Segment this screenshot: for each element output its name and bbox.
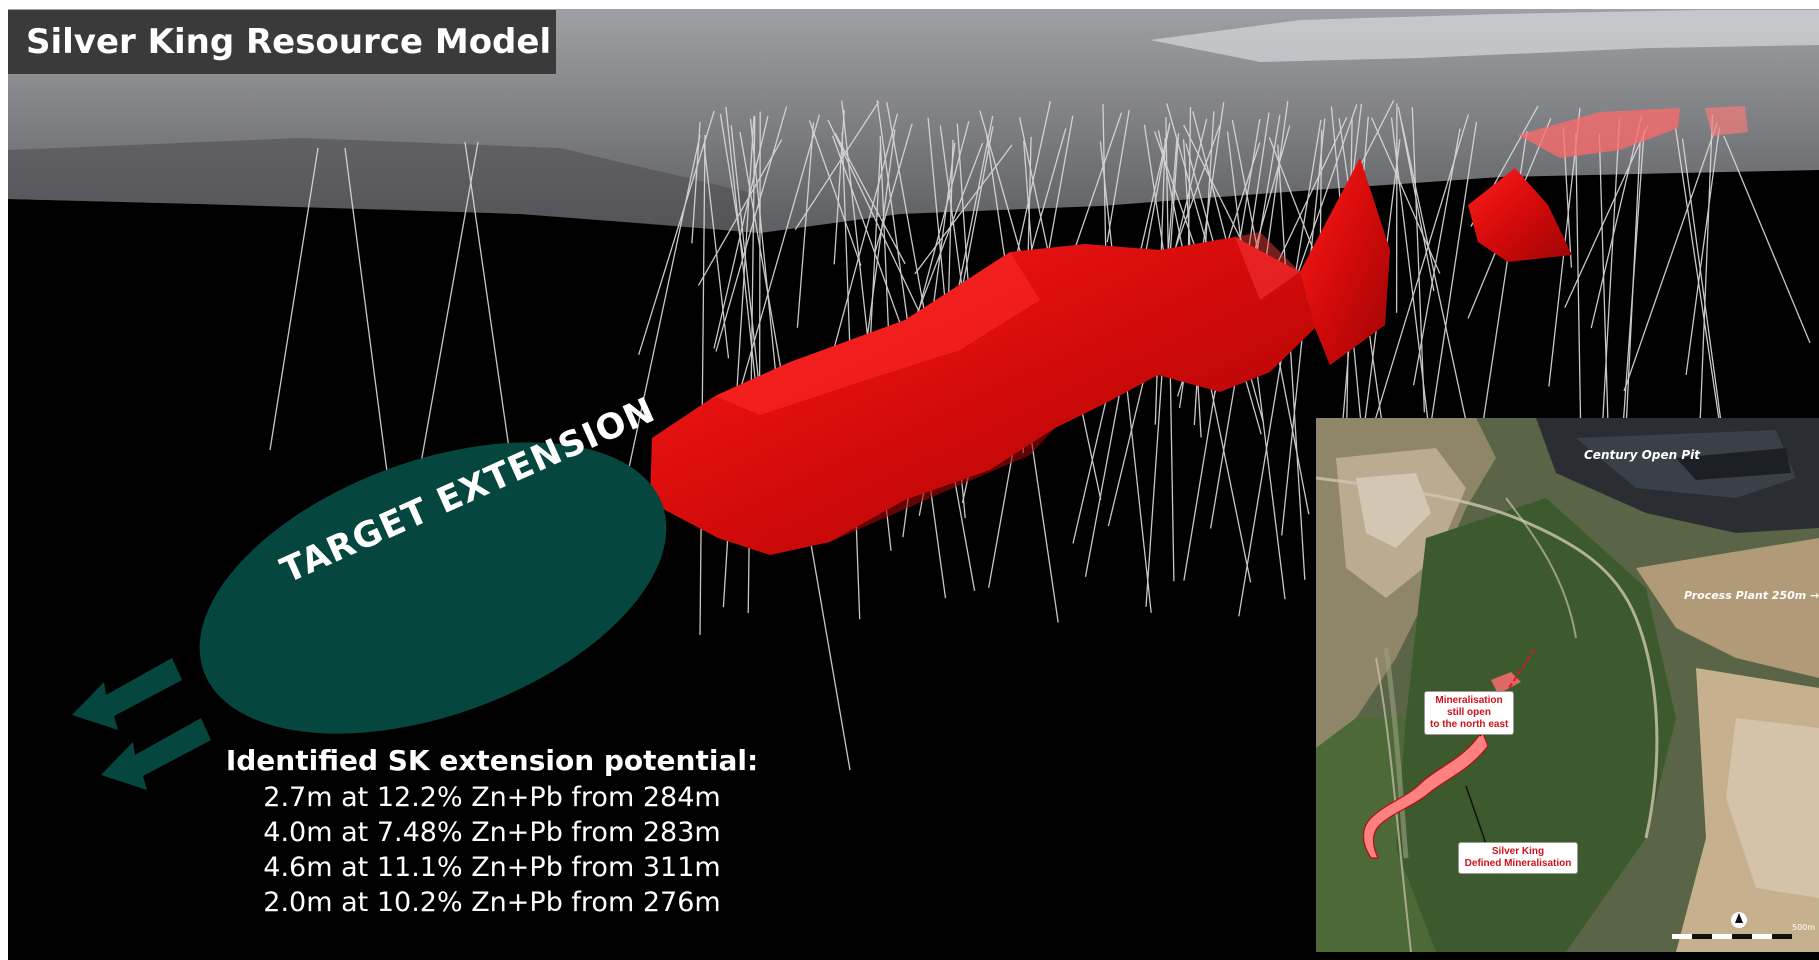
intercept-item: 2.7m at 12.2% Zn+Pb from 284m (263, 782, 721, 813)
intercept-list: 2.7m at 12.2% Zn+Pb from 284m 4.0m at 7.… (222, 780, 762, 920)
drillhole-line (1371, 117, 1441, 274)
location-inset-map: Century Open Pit Process Plant 250m → Mi… (1316, 418, 1819, 952)
scale-bar-label: 500m (1792, 923, 1816, 932)
drillhole-line (914, 144, 1013, 275)
drillhole-line (269, 147, 319, 451)
drillhole-line (956, 115, 994, 297)
drillhole-line (796, 122, 815, 328)
drillhole-line (834, 132, 906, 265)
drillhole-line (1590, 115, 1643, 329)
page-title: Silver King Resource Model (8, 10, 556, 74)
direction-arrow-icon (101, 718, 211, 790)
drillhole-line (344, 147, 391, 496)
intercept-item: 2.0m at 10.2% Zn+Pb from 276m (263, 887, 721, 918)
callout-line: Silver King (1491, 846, 1545, 857)
drillhole-line (638, 110, 715, 355)
surface-shadow (8, 138, 760, 233)
drillhole-line (739, 114, 821, 392)
drillhole-line (1412, 128, 1461, 386)
drillhole-line (831, 135, 913, 357)
top-border (0, 0, 1819, 9)
mineralisation-open-callout: Mineralisation still open to the north e… (1424, 691, 1514, 735)
drillhole-line (939, 125, 964, 291)
callout-line: to the north east (1430, 719, 1509, 730)
drillhole-line (869, 144, 882, 353)
drillhole-line (1106, 109, 1130, 243)
drillhole-line (691, 121, 701, 244)
left-border (0, 0, 8, 960)
drillhole-line (794, 101, 880, 231)
drillhole-line (1699, 114, 1714, 424)
drillhole-line (719, 113, 745, 259)
extension-summary: Identified SK extension potential: 2.7m … (222, 742, 762, 920)
direction-arrow-icon (72, 658, 182, 730)
drillhole-line (1411, 107, 1426, 413)
target-extension-ellipse (199, 442, 667, 734)
drillhole-line (1397, 106, 1435, 292)
extension-heading: Identified SK extension potential: (225, 744, 759, 777)
callout-line: Defined Mineralisation (1464, 858, 1572, 869)
intercept-item: 4.0m at 7.48% Zn+Pb from 283m (263, 817, 721, 848)
century-open-pit-label: Century Open Pit (1584, 448, 1700, 462)
drillhole-line (699, 134, 706, 636)
drillhole-line (703, 143, 730, 359)
drillhole-line (1373, 114, 1470, 424)
drillhole-line (619, 134, 701, 511)
callout-line: still open (1447, 707, 1491, 718)
drillhole-line (715, 106, 788, 352)
drillhole-line (1575, 133, 1582, 454)
drillhole-line (1623, 122, 1718, 392)
process-plant-label: Process Plant 250m → (1684, 589, 1819, 602)
defined-mineralisation-callout: Silver King Defined Mineralisation (1458, 842, 1578, 874)
surface-highlight (1150, 10, 1819, 62)
drillhole-line (1685, 127, 1721, 375)
direction-arrows (72, 658, 211, 790)
intercept-item: 4.6m at 11.1% Zn+Pb from 311m (263, 852, 721, 883)
drillhole-line (1277, 144, 1306, 580)
drillhole-line (1723, 135, 1811, 344)
silver-king-orebody (650, 106, 1748, 555)
drillhole-line (808, 120, 862, 266)
callout-line: Mineralisation (1435, 695, 1503, 706)
